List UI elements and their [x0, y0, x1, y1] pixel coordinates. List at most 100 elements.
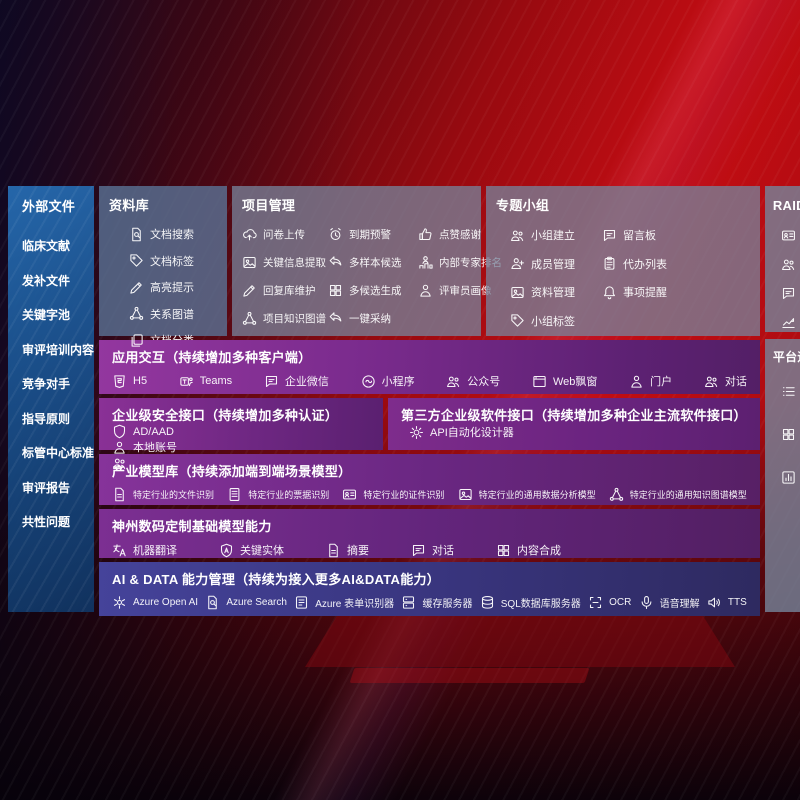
repository-items: 文档搜索文档标签高亮提示关系图谱文档分类 — [129, 226, 217, 348]
app-interaction-title: 应用交互（持续增加多种客户端） — [112, 350, 312, 365]
security-interface-title: 企业级安全接口（持续增加多种认证） — [112, 408, 339, 423]
feature-item: 语音理解 — [639, 595, 700, 610]
sidebar-item: 标管中心标准 — [22, 446, 95, 460]
feature-item: 关键信息提取 — [242, 255, 328, 270]
feature-item-label: 对话 — [724, 376, 747, 388]
feature-item: 用户锻炼 — [781, 227, 800, 243]
feature-item-label: 到期预警 — [349, 229, 392, 241]
feature-item: 小组建立 — [510, 227, 602, 243]
middle-column: 资料库 文档搜索文档标签高亮提示关系图谱文档分类 项目管理 问卷上传到期预警点赞… — [99, 186, 760, 616]
shield-icon — [113, 424, 126, 439]
feature-item-label: 企业微信 — [284, 376, 329, 388]
sidebar-item: 指导原则 — [22, 411, 71, 426]
teams-icon — [180, 376, 193, 386]
feature-item: 多样本候选 — [328, 255, 418, 270]
raid-analysis-panel: RAID运营管理分析 用户锻炼角色管理采纳分析问题趋势 — [764, 186, 800, 332]
platform-analysis-title: 平台运营管理分析 — [772, 350, 800, 364]
feature-item: 特定行业的通用数据分析模型 — [458, 487, 596, 502]
feature-item: SQL数据库服务器 — [480, 595, 581, 610]
feature-item-label: 留言板 — [623, 230, 657, 242]
image-doc-icon — [243, 256, 256, 269]
feature-item-label: OCR — [609, 597, 632, 608]
copy-icon — [131, 333, 143, 347]
clipboard-icon — [604, 256, 615, 270]
feature-item-label: 内容合成 — [517, 545, 562, 557]
monitor-stand-bar — [349, 668, 590, 683]
doc-search-icon — [132, 227, 141, 241]
raid-analysis-title: RAID运营管理分析 — [772, 198, 800, 213]
feature-item-label: Azure Search — [226, 597, 287, 608]
repository-title: 资料库 — [109, 198, 149, 213]
feature-item: API自动化设计器 — [409, 424, 747, 440]
feature-item: AD/AAD — [112, 424, 370, 439]
feature-item-label: Azure 表单识别器 — [315, 599, 395, 610]
network-icon — [242, 311, 257, 325]
feature-item-label: 代办列表 — [623, 258, 668, 271]
feature-item: 评审员画像 — [418, 283, 502, 298]
feature-item: TTS — [707, 595, 747, 610]
feature-item: H5 — [112, 374, 147, 389]
feature-item-label: 关键实体 — [240, 545, 285, 557]
sidebar-item: 共性问题 — [22, 515, 71, 529]
chat-icon — [603, 229, 616, 241]
architecture-diagram: 外部文件 临床文献 发补文件 关键字池 审评培训内容 竞争对手 指导原则 标管中心标准 审评报… — [8, 186, 800, 616]
repository-panel: 资料库 文档搜索文档标签高亮提示关系图谱文档分类 — [99, 186, 228, 347]
feature-item-label: 文档标签 — [150, 255, 195, 268]
feature-item: 公众号 — [446, 373, 500, 389]
form-icon — [296, 596, 308, 609]
network-icon — [129, 306, 144, 320]
feature-item-label: 成员管理 — [531, 258, 576, 271]
feature-item: 代办列表 — [602, 256, 750, 272]
feature-item-label: 摘要 — [347, 545, 370, 557]
feature-item: 问卷上传 — [242, 227, 328, 242]
feature-item: OCR — [588, 595, 631, 610]
feature-item: 项目知识图谱 — [242, 311, 328, 326]
miniapp-icon — [361, 374, 375, 388]
feature-item: 多候选生成 — [328, 283, 418, 298]
feature-item: 采纳分析 — [781, 285, 800, 301]
list-doc-icon — [229, 488, 240, 501]
aidata-items: Azure Open AI Azure Search Azure 表单识别器 缓存服务… — [112, 595, 747, 610]
doc-icon — [329, 543, 338, 557]
alarm-icon — [330, 228, 341, 241]
bell-icon — [603, 285, 616, 299]
industry-models-title: 产业模型库（持续添加端到端场景模型） — [112, 464, 352, 479]
sidebar-item: 审评报告 — [22, 480, 71, 495]
mic-icon — [641, 596, 651, 609]
feature-item-label: 关键信息提取 — [263, 257, 327, 269]
raid-analysis-items: 用户锻炼角色管理采纳分析问题趋势 — [781, 227, 800, 330]
security-interface-block: 企业级安全接口（持续增加多种认证） AD/AAD本地账号组织定义 — [99, 398, 384, 470]
feature-item: 对话 — [704, 373, 747, 389]
base-models-title: 神州数码定制基础模型能力 — [112, 519, 272, 534]
sidebar-item: 审评培训内容 — [22, 342, 95, 357]
person-plus-icon — [511, 258, 524, 270]
feature-item-label: 评审员画像 — [439, 285, 492, 297]
feature-item-label: 项目知识图谱 — [263, 313, 327, 325]
shield-a-icon — [220, 543, 233, 557]
feature-item-label: H5 — [133, 375, 148, 387]
feature-item: 文档标签 — [129, 253, 217, 269]
reply-icon — [329, 312, 342, 322]
h5-icon — [114, 374, 125, 388]
image-doc-icon — [511, 286, 524, 298]
feature-item: 关系图谱 — [129, 306, 217, 322]
server-icon — [403, 596, 415, 609]
feature-item-label: 一键采纳 — [349, 313, 392, 325]
person-rank-icon — [419, 256, 433, 269]
feature-item: 角色管理 — [781, 256, 800, 272]
feature-item-label: Teams — [199, 375, 233, 387]
feature-item: 机器翻译 — [112, 542, 177, 558]
feature-item-label: 问卷上传 — [263, 229, 306, 241]
chat-icon — [782, 287, 794, 299]
third-party-interface-items: API自动化设计器 — [401, 424, 747, 440]
aidata-title: AI & DATA 能力管理（持续为接入更多AI&DATA能力） — [112, 572, 441, 587]
feature-item: 应用管理 — [781, 426, 800, 442]
project-management-items: 问卷上传 到期预警 点赞感谢 关键信息提取 多样本候选 内部专家排名 回复库维护 多候选生成评… — [242, 227, 502, 326]
industry-models-items: 特定行业的文件识别 特定行业的票据识别 特定行业的证件识别 特定行业的通用数据分析模型… — [112, 487, 747, 502]
feature-item: 留言板 — [602, 227, 750, 243]
feature-item-label: 特定行业的文件识别 — [133, 490, 215, 500]
speaker-icon — [708, 597, 720, 608]
feature-item: 特定行业的票据识别 — [227, 487, 329, 502]
feature-item: 小组标签 — [510, 313, 602, 329]
feature-item: 小程序 — [361, 373, 415, 389]
